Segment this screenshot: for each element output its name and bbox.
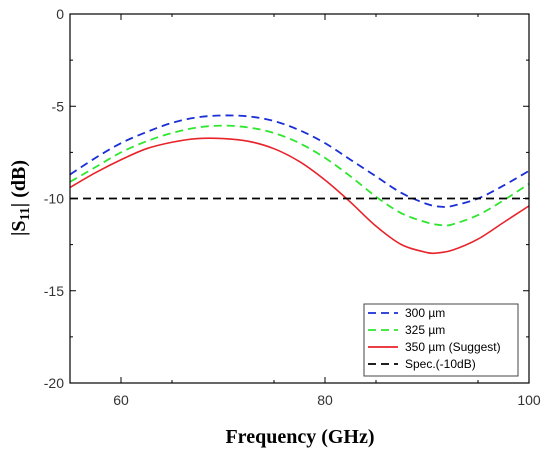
- y-tick-label: -15: [44, 283, 64, 299]
- y-axis-title-subscript: 11: [18, 207, 33, 220]
- legend: 300 µm 325 µm 350 µm (Suggest) Spec.(-10dB): [363, 303, 519, 377]
- y-axis-title: |S11| (dB): [8, 160, 33, 236]
- legend-label-325-m: 325 µm: [405, 323, 445, 337]
- series-line-325-m: [69, 124, 530, 227]
- ticks-layer: 60 80 100 0 -5 -10 -15 -20: [44, 6, 541, 408]
- x-tick-label: 80: [317, 392, 333, 408]
- legend-box: [363, 303, 519, 377]
- y-axis-title-main: |S: [8, 220, 30, 236]
- y-axis-title-tail: | (dB): [8, 160, 30, 207]
- y-tick-label: -20: [44, 375, 64, 391]
- legend-label-350-m-suggest: 350 µm (Suggest): [405, 340, 501, 354]
- series-line-350-m-suggest: [69, 137, 530, 255]
- legend-label-300-m: 300 µm: [405, 306, 445, 320]
- series-layer: [69, 114, 530, 255]
- y-tick-label: -5: [52, 98, 65, 114]
- y-tick-label: 0: [56, 6, 64, 22]
- x-tick-label: 60: [113, 392, 129, 408]
- legend-label-spec-10db: Spec.(-10dB): [405, 357, 476, 371]
- y-tick-label: -10: [44, 191, 64, 207]
- x-axis-title: Frequency (GHz): [225, 426, 374, 448]
- series-line-300-m: [69, 114, 530, 208]
- x-tick-label: 100: [517, 392, 541, 408]
